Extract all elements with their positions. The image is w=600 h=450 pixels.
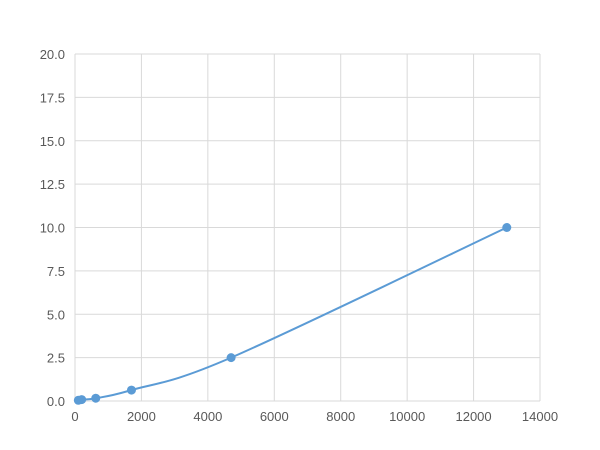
y-tick-label: 2.5 (47, 351, 65, 366)
y-tick-label: 12.5 (40, 177, 65, 192)
data-point (226, 353, 236, 363)
data-point (91, 393, 101, 403)
data-point (502, 223, 512, 232)
y-tick-label: 5.0 (47, 307, 65, 322)
x-tick-label: 14000 (522, 409, 558, 424)
y-tick-label: 15.0 (40, 134, 65, 149)
x-tick-label: 4000 (193, 409, 222, 424)
x-tick-label: 6000 (260, 409, 289, 424)
x-tick-label: 8000 (326, 409, 355, 424)
data-point (77, 395, 87, 405)
y-tick-label: 0.0 (47, 394, 65, 409)
x-tick-label: 12000 (455, 409, 491, 424)
y-tick-label: 17.5 (40, 90, 65, 105)
y-tick-label: 10.0 (40, 221, 65, 236)
x-tick-label: 0 (71, 409, 78, 424)
x-tick-label: 2000 (127, 409, 156, 424)
x-tick-label: 10000 (389, 409, 425, 424)
y-tick-label: 7.5 (47, 264, 65, 279)
data-point (126, 385, 136, 395)
y-tick-label: 20.0 (40, 47, 65, 62)
